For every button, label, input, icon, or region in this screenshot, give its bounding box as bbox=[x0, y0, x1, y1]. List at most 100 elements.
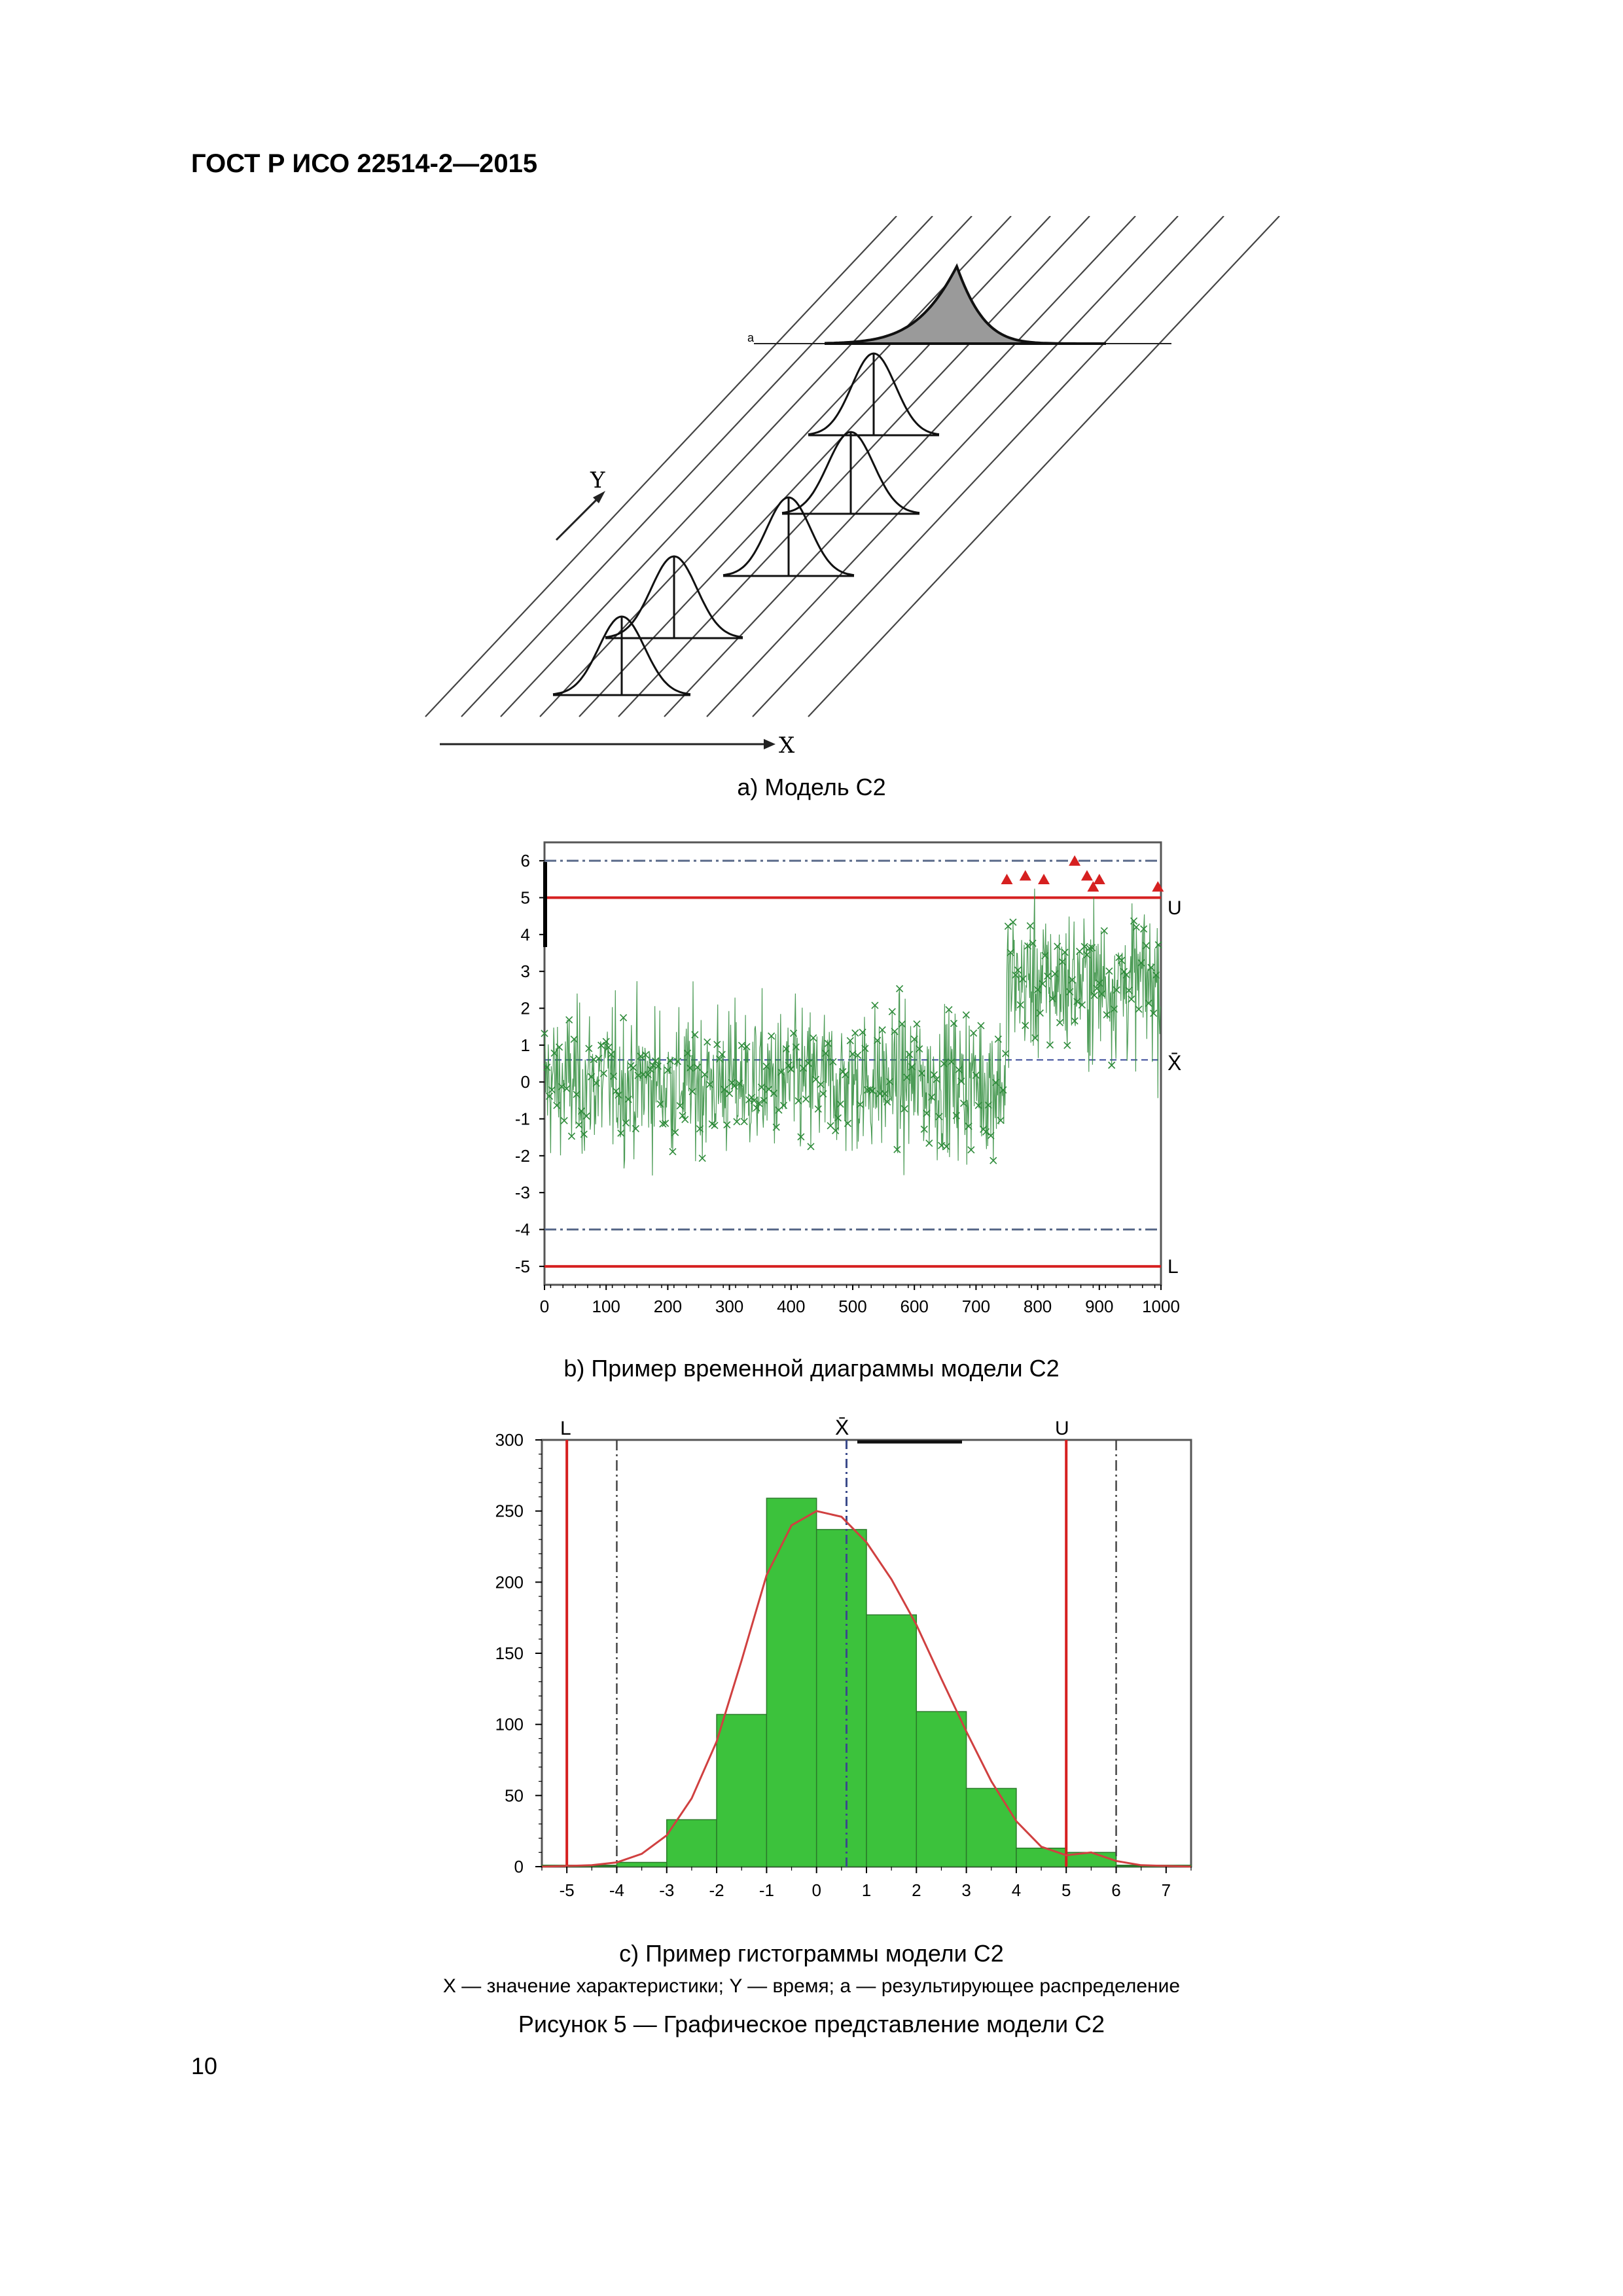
figure-a-caption: а) Модель С2 bbox=[737, 774, 886, 800]
x-tick-label: 600 bbox=[901, 1297, 929, 1316]
histogram-bar bbox=[1016, 1847, 1067, 1867]
diagonal-line bbox=[579, 216, 1051, 717]
x-tick-label: 500 bbox=[838, 1297, 866, 1316]
x-tick-label: -2 bbox=[709, 1880, 724, 1900]
y-tick-label: 2 bbox=[521, 999, 530, 1018]
x-tick-label: 5 bbox=[1061, 1880, 1071, 1900]
result-distribution: а bbox=[747, 263, 1171, 345]
histogram-reference-lines bbox=[565, 1440, 1117, 1867]
mean-label: X̄ bbox=[835, 1416, 849, 1439]
histogram-y-ticks: 300 250 200 150 100 50 0 bbox=[495, 1430, 542, 1876]
y-tick-label: 4 bbox=[521, 925, 530, 944]
diagonal-line bbox=[425, 216, 897, 717]
y-tick-label: 150 bbox=[495, 1643, 524, 1663]
time-chart-series bbox=[541, 888, 1162, 1176]
histogram-bars bbox=[541, 1498, 1192, 1867]
data-marker bbox=[743, 1043, 751, 1050]
figure-a-diagram: а Y X bbox=[425, 216, 1280, 759]
out-of-limit-flag bbox=[1087, 881, 1099, 892]
y-tick-label: 1 bbox=[521, 1035, 530, 1055]
diagonal-line bbox=[618, 216, 1090, 717]
histogram-bar bbox=[916, 1711, 967, 1867]
data-marker bbox=[913, 1020, 921, 1028]
x-arrow-head bbox=[764, 739, 776, 749]
out-of-limit-flag bbox=[1093, 873, 1105, 884]
y-tick-label: 200 bbox=[495, 1572, 524, 1592]
diagonal-line bbox=[461, 216, 933, 717]
histogram-bar bbox=[815, 1529, 867, 1867]
x-tick-label: 200 bbox=[654, 1297, 682, 1316]
x-tick-label: 1000 bbox=[1142, 1297, 1180, 1316]
y-tick-label: 3 bbox=[521, 961, 530, 981]
x-tick-label: 4 bbox=[1012, 1880, 1021, 1900]
x-tick-label: 7 bbox=[1162, 1880, 1171, 1900]
histogram-bar bbox=[666, 1819, 717, 1867]
histogram-fit-curve bbox=[541, 1510, 1192, 1868]
data-marker bbox=[967, 1146, 975, 1154]
data-marker bbox=[733, 1118, 741, 1126]
histogram-bar bbox=[965, 1787, 1017, 1867]
y-tick-label: -1 bbox=[515, 1109, 530, 1129]
data-marker bbox=[726, 1090, 734, 1098]
data-marker bbox=[698, 1155, 706, 1162]
figure-b-caption: b) Пример временной диаграммы модели С2 bbox=[563, 1355, 1060, 1382]
a-label: а bbox=[747, 331, 755, 344]
x-tick-label: -5 bbox=[560, 1880, 575, 1900]
data-marker bbox=[570, 1035, 578, 1043]
y-axis-label: Y bbox=[590, 467, 605, 493]
time-chart-y-ticks: 6 5 4 3 2 1 0 -1 -2 -3 -4 -5 bbox=[515, 851, 544, 1276]
figure-title: Рисунок 5 — Графическое представление мо… bbox=[518, 2011, 1105, 2037]
data-marker bbox=[970, 1029, 978, 1037]
x-tick-label: 400 bbox=[777, 1297, 805, 1316]
x-tick-label: 6 bbox=[1111, 1880, 1120, 1900]
upper-limit-label: U bbox=[1168, 897, 1182, 919]
out-of-limit-flag bbox=[1152, 881, 1164, 892]
x-tick-label: -4 bbox=[609, 1880, 624, 1900]
data-marker bbox=[1046, 1041, 1054, 1049]
x-tick-label: -1 bbox=[759, 1880, 774, 1900]
upper-limit-label: U bbox=[1055, 1418, 1069, 1439]
y-tick-label: 250 bbox=[495, 1501, 524, 1521]
out-of-limit-flag bbox=[1019, 870, 1031, 881]
document-header: ГОСТ Р ИСО 22514-2—2015 bbox=[191, 149, 538, 178]
data-marker bbox=[1100, 927, 1108, 935]
figure-b-time-chart: 6 5 4 3 2 1 0 -1 -2 -3 -4 -5 0 100 200 300 400 500 600 700… bbox=[515, 841, 1182, 1316]
y-tick-label: 0 bbox=[514, 1857, 524, 1876]
out-of-limit-flag bbox=[1038, 873, 1050, 884]
series-line bbox=[544, 888, 1161, 1176]
time-chart-x-ticks: 0 100 200 300 400 500 600 700 800 900 1000 bbox=[540, 1285, 1180, 1316]
y-axis-arrow: Y bbox=[555, 467, 605, 541]
x-tick-label: -3 bbox=[659, 1880, 674, 1900]
out-of-limit-flag bbox=[1080, 870, 1093, 881]
histogram-bar bbox=[766, 1498, 817, 1867]
x-axis-label: X bbox=[779, 732, 795, 759]
out-of-limit-flag bbox=[1069, 855, 1081, 866]
x-tick-label: 2 bbox=[912, 1880, 921, 1900]
diagonal-line bbox=[664, 216, 1136, 717]
distribution-curves bbox=[552, 352, 940, 696]
lower-limit-label: L bbox=[560, 1418, 571, 1439]
figure-legend: X — значение характеристики; Y — время; … bbox=[442, 1975, 1181, 1997]
histogram-bar bbox=[866, 1614, 918, 1867]
x-tick-label: 1 bbox=[862, 1880, 871, 1900]
data-marker bbox=[1056, 1018, 1064, 1027]
data-marker bbox=[541, 1030, 548, 1037]
x-tick-label: 800 bbox=[1024, 1297, 1052, 1316]
diagonal-grid-lines bbox=[425, 216, 1280, 717]
lower-limit-label: L bbox=[1168, 1256, 1179, 1278]
out-of-limit-flag bbox=[1001, 873, 1013, 884]
x-tick-label: 900 bbox=[1085, 1297, 1113, 1316]
figure-c-caption: с) Пример гистограммы модели С2 bbox=[619, 1940, 1004, 1967]
data-marker bbox=[567, 1132, 576, 1140]
x-tick-label: 100 bbox=[592, 1297, 620, 1316]
diagonal-line bbox=[539, 216, 1012, 717]
data-marker bbox=[1044, 972, 1052, 980]
x-tick-label: 3 bbox=[961, 1880, 971, 1900]
x-axis-arrow: X bbox=[440, 732, 795, 759]
x-tick-label: 700 bbox=[962, 1297, 990, 1316]
y-arrow-head bbox=[593, 491, 605, 503]
diagonal-line bbox=[808, 216, 1280, 717]
data-marker bbox=[1142, 942, 1150, 950]
data-marker bbox=[768, 1032, 776, 1040]
